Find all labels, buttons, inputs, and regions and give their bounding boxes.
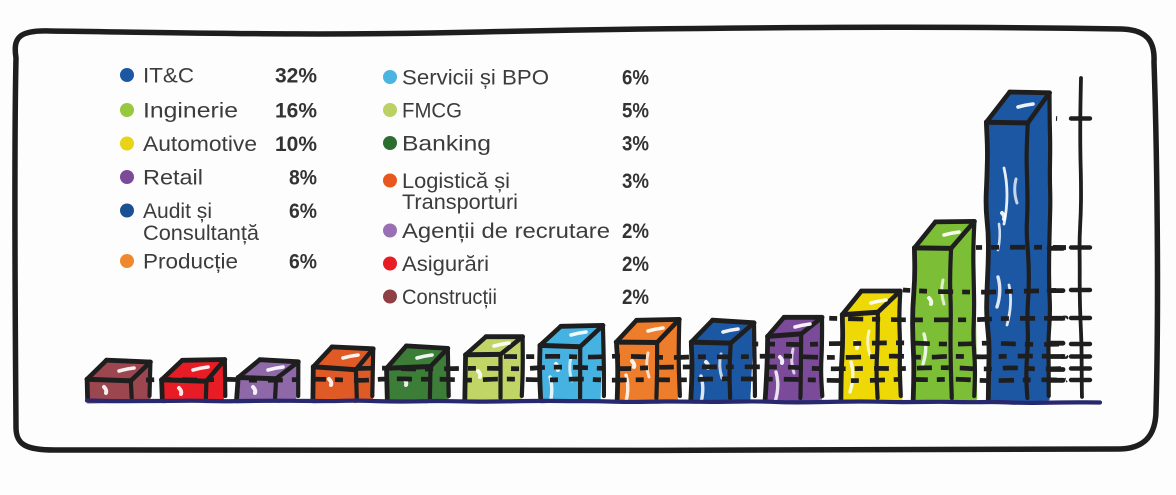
svg-text:Servicii și BPO: Servicii și BPO	[402, 67, 549, 90]
svg-text:2%: 2%	[622, 286, 649, 309]
svg-text:3%: 3%	[622, 133, 649, 156]
svg-text:Retail: Retail	[143, 167, 203, 190]
svg-text:Automotive: Automotive	[143, 133, 257, 156]
svg-text:Asigurări: Asigurări	[402, 253, 489, 276]
svg-text:Inginerie: Inginerie	[143, 100, 238, 123]
svg-text:16%: 16%	[275, 100, 317, 123]
svg-text:Audit și: Audit și	[143, 200, 212, 223]
svg-text:Producție: Producție	[143, 251, 238, 274]
svg-text:Logistică și: Logistică și	[402, 170, 510, 193]
svg-text:5%: 5%	[622, 100, 649, 123]
svg-text:3%: 3%	[622, 170, 649, 193]
svg-text:10%: 10%	[275, 133, 317, 156]
svg-text:Agenții de recrutare: Agenții de recrutare	[402, 220, 610, 243]
svg-text:FMCG: FMCG	[402, 100, 462, 123]
svg-text:6%: 6%	[289, 200, 317, 223]
svg-text:Consultanță: Consultanță	[143, 222, 259, 245]
svg-text:32%: 32%	[275, 65, 317, 88]
svg-text:6%: 6%	[289, 251, 317, 274]
svg-text:8%: 8%	[289, 167, 317, 190]
svg-text:IT&C: IT&C	[143, 65, 194, 88]
svg-text:Construcții: Construcții	[402, 286, 497, 309]
svg-text:Banking: Banking	[402, 133, 491, 156]
svg-text:6%: 6%	[622, 67, 649, 90]
svg-text:2%: 2%	[622, 253, 649, 276]
svg-text:Transporturi: Transporturi	[402, 191, 518, 214]
svg-text:2%: 2%	[622, 220, 649, 243]
